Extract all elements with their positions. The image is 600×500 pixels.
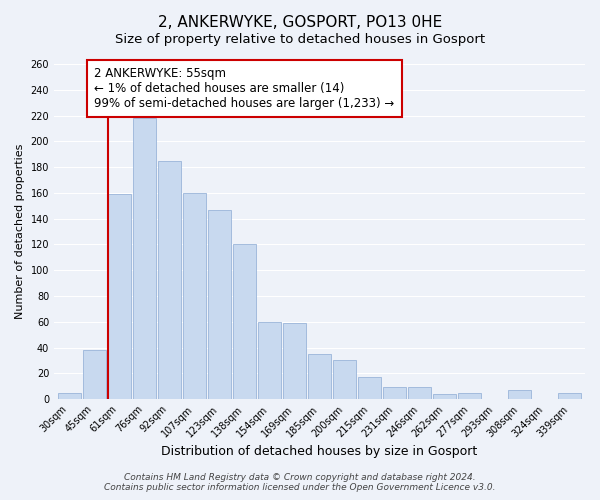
Text: Contains HM Land Registry data © Crown copyright and database right 2024.
Contai: Contains HM Land Registry data © Crown c… xyxy=(104,473,496,492)
Bar xyxy=(208,210,231,399)
Bar xyxy=(258,322,281,399)
Bar xyxy=(408,388,431,399)
Bar xyxy=(133,118,156,399)
Bar xyxy=(233,244,256,399)
Bar xyxy=(107,194,131,399)
Bar xyxy=(158,160,181,399)
Bar xyxy=(433,394,456,399)
Bar xyxy=(508,390,532,399)
Bar xyxy=(559,392,581,399)
Bar xyxy=(333,360,356,399)
Bar xyxy=(383,388,406,399)
Text: 2, ANKERWYKE, GOSPORT, PO13 0HE: 2, ANKERWYKE, GOSPORT, PO13 0HE xyxy=(158,15,442,30)
Text: 2 ANKERWYKE: 55sqm
← 1% of detached houses are smaller (14)
99% of semi-detached: 2 ANKERWYKE: 55sqm ← 1% of detached hous… xyxy=(94,67,395,110)
Bar xyxy=(308,354,331,399)
Bar xyxy=(358,377,381,399)
Text: Size of property relative to detached houses in Gosport: Size of property relative to detached ho… xyxy=(115,32,485,46)
Bar xyxy=(183,193,206,399)
Bar xyxy=(283,323,306,399)
Y-axis label: Number of detached properties: Number of detached properties xyxy=(15,144,25,319)
X-axis label: Distribution of detached houses by size in Gosport: Distribution of detached houses by size … xyxy=(161,444,478,458)
Bar xyxy=(58,392,80,399)
Bar xyxy=(458,392,481,399)
Bar xyxy=(83,350,106,399)
